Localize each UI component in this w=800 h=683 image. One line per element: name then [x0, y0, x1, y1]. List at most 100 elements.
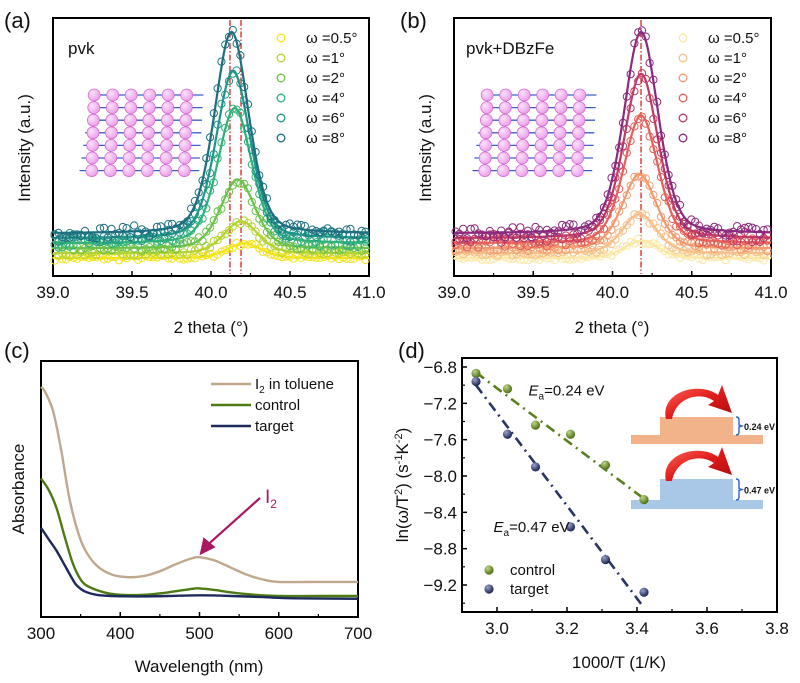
a-data-point [149, 248, 158, 257]
a-lattice-atom [143, 88, 157, 102]
a-lattice-atom [142, 113, 156, 127]
b-data-point [611, 218, 620, 228]
b-data-point [664, 224, 673, 233]
b-data-point [759, 225, 768, 235]
d-data-point-target [530, 462, 541, 472]
a-lattice-atom [124, 101, 138, 114]
a-lattice-atom [105, 113, 119, 127]
a-data-point [149, 229, 158, 239]
b-data-point [603, 231, 612, 240]
a-data-point [228, 104, 237, 113]
b-data-point [607, 173, 616, 182]
b-data-point [637, 112, 647, 121]
b-lattice-atom [535, 126, 548, 140]
a-data-point [156, 222, 165, 231]
a-lattice-atom [104, 138, 118, 152]
b-data-point [717, 250, 727, 260]
a-legend-label: ω =4° [306, 90, 345, 107]
a-data-point [224, 110, 234, 119]
b-data-point [485, 226, 494, 236]
b-data-point [618, 167, 628, 176]
b-data-point [474, 243, 483, 252]
a-data-point [84, 232, 93, 241]
d-data-point-target [565, 522, 576, 532]
b-data-point [645, 181, 654, 190]
b-data-point [729, 237, 738, 246]
b-data-point [687, 230, 696, 239]
b-data-point [668, 181, 677, 191]
b-data-point [645, 132, 654, 141]
b-legend-label: ω =6° [708, 110, 747, 127]
a-data-point [209, 236, 218, 245]
b-lattice-inset [472, 88, 597, 178]
b-data-point [637, 173, 647, 182]
a-lattice-atom [87, 101, 101, 114]
b-data-point [618, 201, 628, 210]
b-data-point [523, 249, 533, 259]
b-lattice-atom [572, 101, 586, 114]
b-data-point [546, 254, 555, 263]
a-data-point [259, 182, 268, 191]
a-lattice-atom [123, 138, 137, 152]
d-x-tick-label: 3.2 [555, 619, 579, 638]
panel-d: (d) 3.0 3.2 3.4 3.6 3.8 −6.8 −7.2 −7.6 −8.0 −8.4 −… [393, 338, 789, 672]
b-data-point [478, 230, 487, 239]
d-barrier-bracket [735, 478, 745, 501]
b-lattice-atom [534, 138, 548, 152]
a-data-point [217, 99, 226, 108]
b-data-point [622, 191, 631, 200]
c-series-line-iintoluene [40, 386, 358, 584]
b-data-point [592, 213, 601, 222]
a-data-point [217, 247, 226, 256]
a-data-point [175, 221, 184, 230]
a-legend-marker [276, 133, 286, 143]
a-data-point [187, 217, 196, 226]
b-data-point [649, 190, 658, 200]
a-data-point [198, 248, 207, 257]
b-data-point [645, 58, 654, 68]
b-legend-label: ω =8° [708, 130, 747, 147]
a-lattice-atom [103, 164, 117, 178]
d-y-tick-label: −8.0 [423, 467, 457, 486]
a-data-point [209, 216, 218, 225]
b-data-point [565, 255, 574, 264]
b-data-point [459, 224, 468, 233]
a-data-point [262, 194, 271, 203]
a-data-point [183, 217, 192, 226]
a-data-point [209, 178, 218, 187]
b-data-point [660, 232, 669, 241]
a-data-point [289, 222, 298, 231]
a-data-point [130, 251, 139, 260]
a-data-point [323, 234, 332, 243]
a-data-point [228, 244, 237, 253]
b-data-point [569, 235, 578, 244]
b-data-point [622, 124, 631, 134]
d-legend: control target [484, 562, 555, 598]
b-x-tick-label: 39.5 [517, 283, 550, 302]
b-lattice-atom [496, 164, 510, 178]
a-data-point [206, 243, 215, 252]
b-data-point [706, 229, 715, 239]
b-data-point [523, 226, 533, 235]
a-data-point [293, 245, 302, 254]
a-lattice-atom [87, 113, 100, 127]
a-data-point [331, 240, 340, 249]
b-x-tick-label: 40.5 [675, 283, 708, 302]
a-x-tick-label: 41.0 [352, 283, 385, 302]
a-lattice-atom [179, 101, 193, 114]
d-barrier-base [631, 435, 763, 444]
b-data-point [744, 222, 753, 231]
d-hop-arrow-icon [665, 385, 732, 419]
a-data-point [206, 223, 215, 232]
a-data-point [240, 82, 249, 92]
a-data-point [297, 227, 306, 236]
b-lattice-atom [572, 126, 585, 140]
b-data-point [584, 252, 593, 262]
a-data-point [194, 188, 203, 197]
b-series-5 [451, 26, 772, 243]
d-y-tick-label: −6.8 [423, 358, 457, 377]
a-data-point [224, 187, 234, 196]
b-data-point [706, 237, 715, 246]
a-data-point [224, 244, 234, 253]
b-data-point [573, 253, 582, 263]
